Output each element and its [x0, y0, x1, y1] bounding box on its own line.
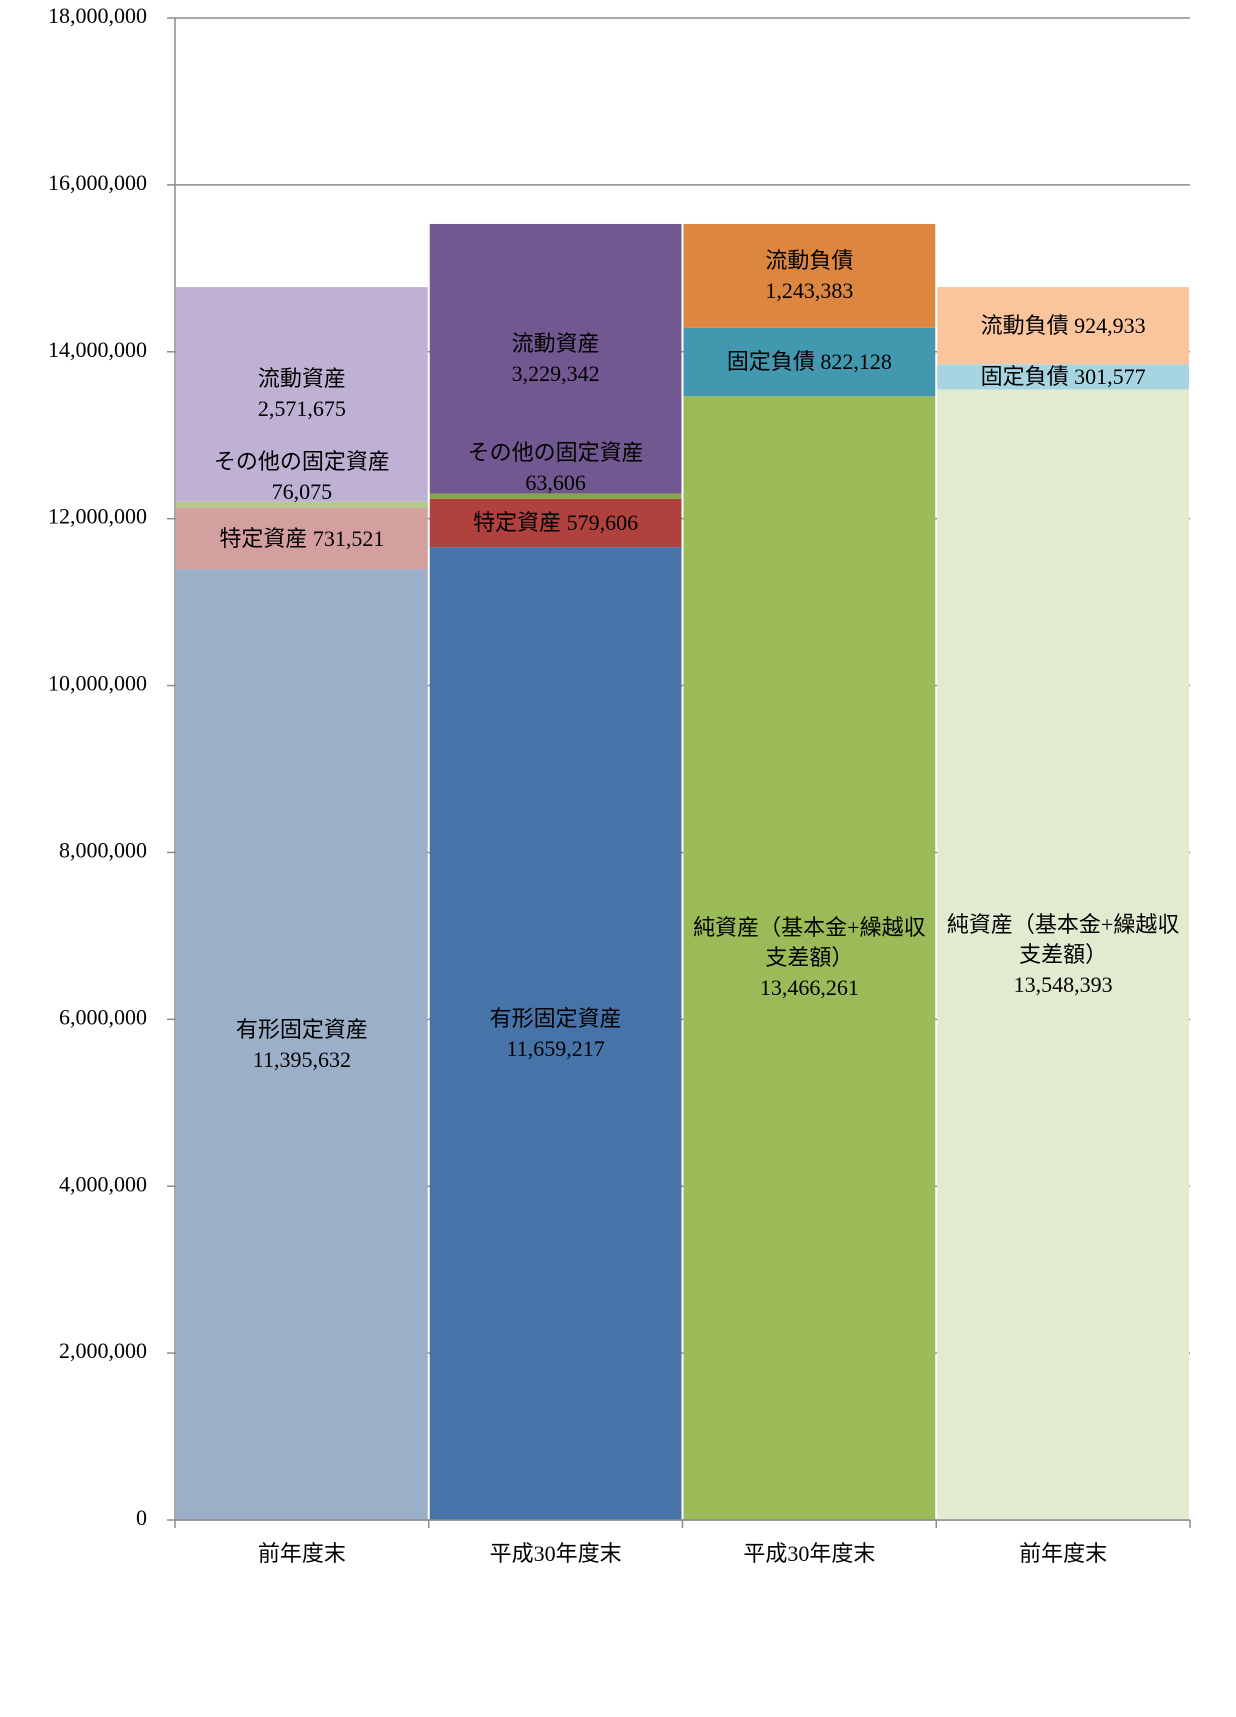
segment-name: 固定負債: [726, 349, 815, 374]
segment-name: 特定資産: [473, 509, 562, 535]
segment-name: 純資産（基本金+繰越収支差額）: [946, 911, 1180, 967]
data-label: 特定資産 579,606: [437, 453, 675, 593]
segment-value: 11,659,217: [506, 1035, 605, 1061]
data-label-box: 有形固定資産 11,395,632: [183, 975, 421, 1115]
data-label-box: その他の固定資産 76,075: [183, 407, 421, 547]
segment-name: 有形固定資産: [235, 1016, 368, 1042]
y-tick-label: 4,000,000: [59, 1171, 147, 1196]
data-label: 固定負債 301,577: [944, 307, 1182, 447]
x-tick-label: 平成30年度末: [490, 1541, 622, 1566]
x-tick-label: 平成30年度末: [743, 1541, 875, 1566]
x-tick-label: 前年度末: [258, 1541, 346, 1566]
data-label: 固定負債 822,128: [691, 292, 929, 432]
bar-segment: [176, 508, 428, 570]
segment-name: 純資産（基本金+繰越収支差額）: [693, 915, 926, 971]
y-tick-label: 14,000,000: [48, 337, 147, 362]
bar-segment: [176, 287, 428, 502]
segment-value: 2,571,675: [257, 396, 346, 422]
bar-segment: [429, 547, 682, 1520]
data-label: 流動資産 2,571,675: [183, 324, 421, 464]
data-label: 流動負債 924,933: [944, 256, 1182, 396]
segment-value: 13,548,393: [1013, 971, 1113, 997]
segment-value: 924,933: [1074, 312, 1146, 338]
bars: [176, 223, 1189, 1521]
data-label: 純資産（基本金+繰越収支差額） 13,466,261: [691, 888, 929, 1028]
bar-segment: [176, 569, 428, 1520]
segment-name: 流動負債: [980, 312, 1069, 338]
bar-segment: [937, 389, 1189, 1520]
segment-value: 76,075: [271, 478, 333, 504]
segment-value: 301,577: [1074, 363, 1146, 389]
y-tick-label: 10,000,000: [48, 671, 147, 696]
segment-value: 13,466,261: [759, 975, 859, 1001]
data-label-box: 流動負債 924,933: [944, 256, 1182, 396]
bar-segment: [937, 287, 1189, 365]
data-label-box: その他の固定資産 63,606: [437, 398, 675, 538]
segment-value: 1,243,383: [765, 277, 854, 303]
segment-name: 流動負債: [765, 247, 854, 273]
data-label-box: 固定負債 301,577: [944, 307, 1182, 447]
bar-segment: [429, 223, 682, 494]
data-label-box: 純資産（基本金+繰越収支差額） 13,548,393: [944, 885, 1182, 1025]
x-tick-label: 前年度末: [1019, 1541, 1107, 1566]
data-label-box: 有形固定資産 11,659,217: [437, 964, 675, 1104]
y-tick-label: 12,000,000: [48, 504, 147, 529]
segment-name: 固定負債: [980, 363, 1069, 389]
data-label: 純資産（基本金+繰越収支差額） 13,548,393: [944, 885, 1182, 1025]
segment-name: 流動資産: [511, 330, 600, 356]
segment-name: 特定資産: [219, 525, 308, 551]
segment-name: その他の固定資産: [467, 440, 644, 466]
y-tick-label: 8,000,000: [59, 837, 147, 862]
data-label: 流動負債 1,243,383: [691, 206, 929, 346]
bar-segment: [683, 396, 936, 1521]
bar-segment: [683, 223, 936, 328]
bar-segment: [429, 498, 682, 548]
data-label: 流動資産 3,229,342: [437, 289, 675, 429]
y-tick-label: 18,000,000: [48, 3, 147, 28]
segment-name: 流動資産: [257, 366, 346, 392]
bar-segment: [937, 364, 1189, 390]
segment-name: その他の固定資産: [213, 448, 390, 474]
segment-value: 63,606: [525, 470, 586, 496]
segment-value: 11,395,632: [252, 1046, 351, 1072]
y-tick-label: 16,000,000: [48, 170, 147, 195]
data-label: その他の固定資産 63,606: [437, 398, 675, 538]
data-label-box: 純資産（基本金+繰越収支差額） 13,466,261: [691, 888, 929, 1028]
data-label: その他の固定資産 76,075: [183, 407, 421, 547]
bar-segment: [176, 501, 428, 509]
y-tick-label: 2,000,000: [59, 1338, 147, 1363]
segment-value: 731,521: [312, 525, 385, 551]
data-label: 有形固定資産 11,659,217: [437, 964, 675, 1104]
segment-value: 579,606: [566, 509, 639, 535]
data-label-box: 特定資産 731,521: [183, 469, 421, 609]
y-tick-label: 6,000,000: [59, 1004, 147, 1029]
data-label-box: 流動資産 3,229,342: [437, 289, 675, 429]
bar-segment: [429, 493, 682, 499]
segment-value: 3,229,342: [511, 360, 600, 386]
segment-value: 822,128: [820, 349, 892, 374]
bar-segment: [683, 327, 936, 397]
data-label: 有形固定資産 11,395,632: [183, 975, 421, 1115]
segment-name: 有形固定資産: [489, 1005, 622, 1031]
data-label: 特定資産 731,521: [183, 469, 421, 609]
data-label-box: 特定資産 579,606: [437, 453, 675, 593]
y-tick-label: 0: [136, 1505, 147, 1530]
data-label-box: 固定負債 822,128: [691, 292, 929, 432]
data-label-box: 流動負債 1,243,383: [691, 206, 929, 346]
data-label-box: 流動資産 2,571,675: [183, 324, 421, 464]
